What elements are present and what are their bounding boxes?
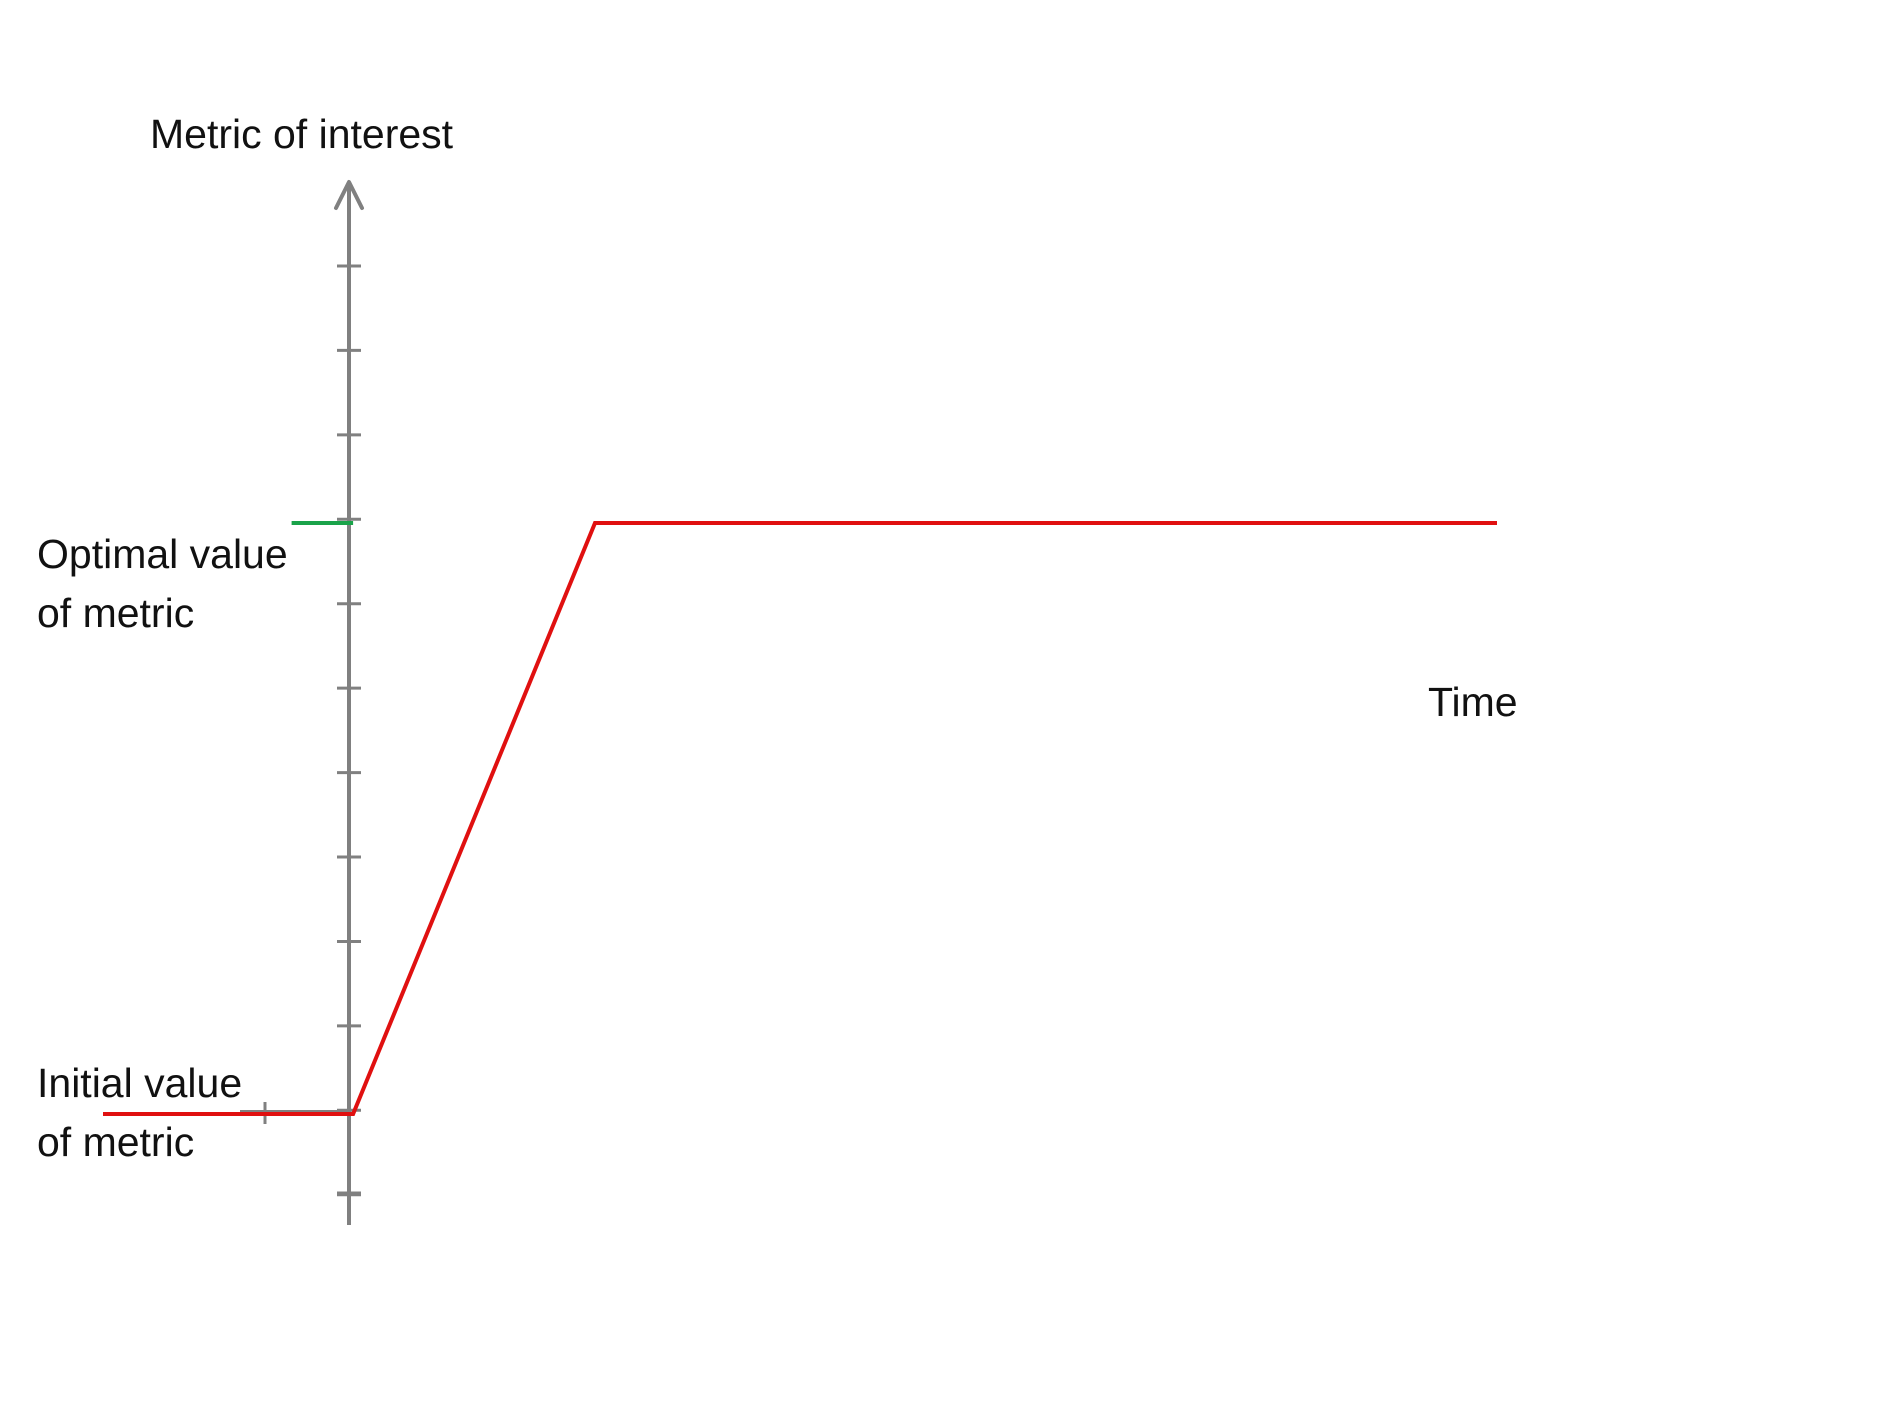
initial-value-label-line1: Initial value: [37, 1060, 242, 1106]
y-axis-ticks: [337, 264, 361, 1197]
series-metric-trajectory: [103, 521, 1497, 1116]
series-layer: [103, 521, 1497, 1116]
optimal-value-label-line1: Optimal value: [37, 531, 288, 577]
y-axis-arrowhead: [334, 180, 364, 210]
x-axis-label: Time: [1428, 679, 1518, 725]
initial-value-label-line2: of metric: [37, 1119, 194, 1165]
optimal-value-label-line2: of metric: [37, 590, 194, 636]
y-axis-label: Metric of interest: [150, 111, 454, 157]
